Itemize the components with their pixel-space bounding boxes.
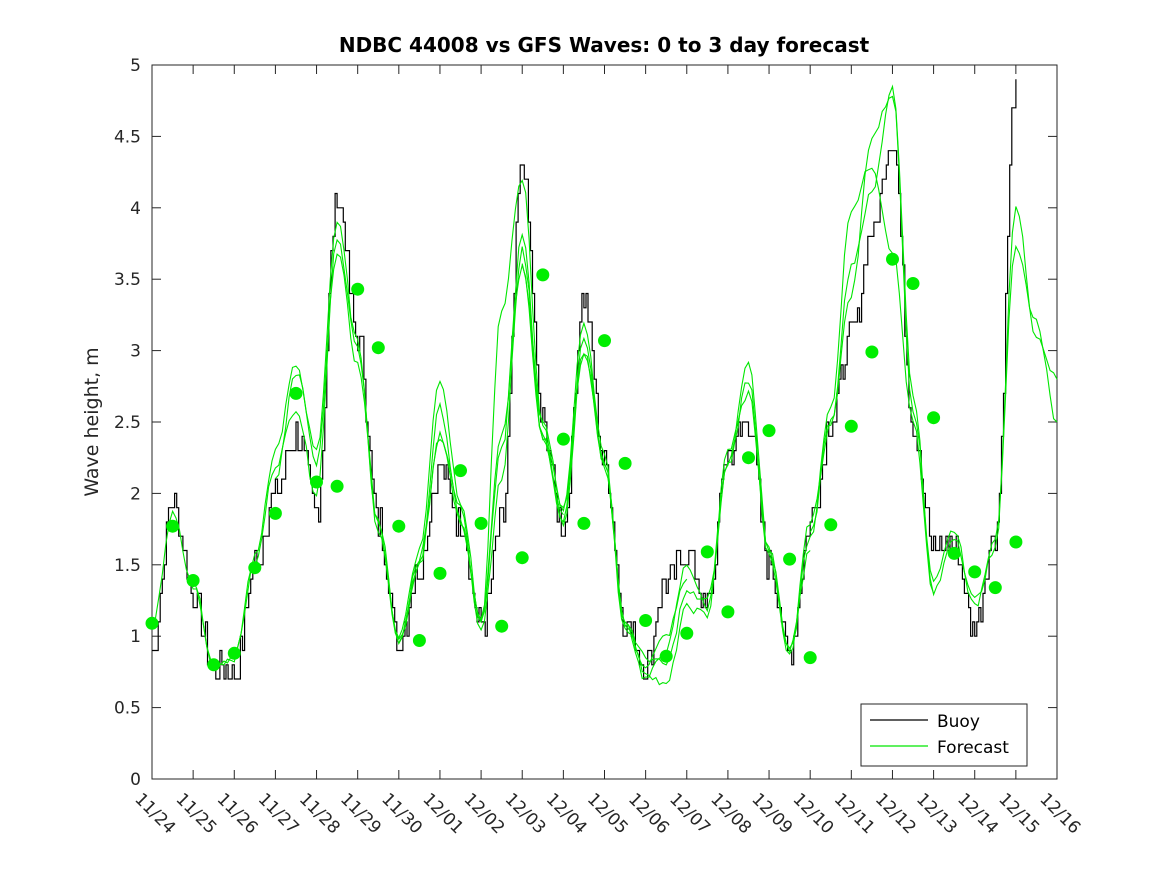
chart-title: NDBC 44008 vs GFS Waves: 0 to 3 day fore… (339, 33, 870, 57)
y-tick-label: 0.5 (114, 699, 141, 719)
forecast-analysis-point (330, 479, 344, 493)
forecast-analysis-point (248, 561, 262, 575)
y-tick-label: 3.5 (114, 270, 141, 290)
legend: Buoy Forecast (860, 703, 1028, 767)
y-tick-label: 4 (130, 199, 141, 219)
forecast-analysis-point (412, 634, 426, 647)
forecast-analysis-point (433, 566, 447, 580)
forecast-analysis-point (783, 552, 797, 566)
forecast-analysis-point (515, 551, 529, 565)
forecast-analysis-point (351, 282, 365, 296)
forecast-analysis-point (598, 334, 611, 348)
forecast-analysis-point (824, 518, 838, 532)
axes-box (151, 64, 1058, 780)
forecast-analysis-point (495, 619, 509, 633)
y-tick-label: 0 (130, 770, 141, 790)
y-tick-label: 3 (130, 342, 141, 362)
forecast-analysis-point (700, 545, 714, 559)
forecast-run-line (809, 84, 1058, 599)
forecast-analysis-point (371, 341, 385, 355)
buoy-series-line (152, 79, 1017, 680)
forecast-analysis-point (474, 516, 488, 530)
y-tick-label: 1 (130, 627, 141, 647)
legend-forecast-label: Forecast (937, 738, 1009, 758)
forecast-analysis-point (268, 506, 282, 520)
forecast-analysis-point (742, 451, 755, 465)
y-tick-label: 4.5 (114, 127, 141, 147)
forecast-analysis-point (310, 475, 323, 489)
forecast-analysis-point (289, 386, 303, 400)
forecast-analysis-point (536, 268, 550, 282)
forecast-analysis-point (680, 626, 694, 640)
forecast-analysis-point (927, 411, 941, 425)
legend-buoy-label: Buoy (937, 712, 980, 732)
forecast-analysis-point (844, 419, 858, 433)
forecast-analysis-point (1009, 535, 1023, 549)
y-tick-label: 2.5 (114, 413, 141, 433)
forecast-analysis-point (186, 574, 200, 587)
forecast-analysis-point (145, 616, 159, 630)
forecast-analysis-point (207, 658, 221, 672)
y-tick-label: 1.5 (114, 556, 141, 576)
forecast-analysis-point (166, 519, 180, 533)
forecast-analysis-point (639, 614, 653, 627)
forecast-run-line (521, 95, 1058, 666)
forecast-analysis-point (906, 277, 920, 290)
forecast-analysis-point (988, 581, 1002, 595)
y-tick-label: 2 (130, 484, 141, 504)
forecast-analysis-point (947, 546, 961, 560)
forecast-analysis-point (556, 432, 570, 446)
legend-box (860, 703, 1028, 767)
forecast-analysis-point (659, 649, 673, 663)
forecast-analysis-point (227, 646, 241, 660)
forecast-analysis-point (865, 345, 879, 359)
forecast-analysis-point (721, 605, 735, 619)
forecast-analysis-point (392, 519, 406, 533)
forecast-analysis-point (762, 424, 776, 438)
forecast-run-line (398, 167, 935, 686)
forecast-analysis-point (454, 464, 467, 478)
forecast-analysis-point (577, 516, 591, 530)
y-tick-label: 5 (130, 56, 141, 76)
forecast-analysis-point (886, 252, 899, 266)
forecast-analysis-point (968, 565, 982, 579)
y-axis-label: Wave height, m (81, 347, 103, 496)
forecast-analysis-point (618, 456, 632, 470)
forecast-analysis-point (803, 651, 817, 665)
